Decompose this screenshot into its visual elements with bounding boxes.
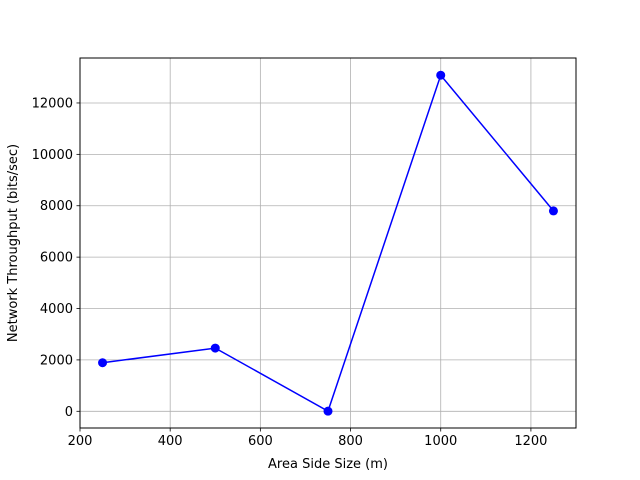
x-tick-label: 400 bbox=[158, 434, 183, 449]
x-tick-label: 600 bbox=[248, 434, 273, 449]
x-tick-label: 800 bbox=[338, 434, 363, 449]
y-axis-label: Network Throughput (bits/sec) bbox=[6, 144, 21, 342]
plot-frame bbox=[79, 57, 577, 429]
x-axis-label: Area Side Size (m) bbox=[268, 457, 388, 472]
y-tick-label: 12000 bbox=[32, 96, 73, 111]
series-layer bbox=[98, 70, 558, 416]
x-tick-label: 1200 bbox=[514, 434, 547, 449]
y-tick-label: 8000 bbox=[40, 199, 73, 214]
data-point bbox=[98, 358, 108, 368]
x-tick-label: 1000 bbox=[424, 434, 457, 449]
data-point bbox=[436, 70, 446, 80]
y-tick-label: 10000 bbox=[32, 148, 73, 163]
data-point bbox=[323, 406, 333, 416]
y-tick-label: 2000 bbox=[40, 353, 73, 368]
data-point bbox=[210, 343, 220, 353]
y-tick-label: 6000 bbox=[40, 251, 73, 266]
y-tick-label: 0 bbox=[65, 405, 73, 420]
x-tick-label: 200 bbox=[68, 434, 93, 449]
grid-layer bbox=[79, 58, 576, 428]
tick-layer: 200 400 600 800 1000 120002000400060008000100… bbox=[32, 96, 548, 449]
data-point bbox=[548, 206, 558, 216]
y-tick-label: 4000 bbox=[40, 302, 73, 317]
